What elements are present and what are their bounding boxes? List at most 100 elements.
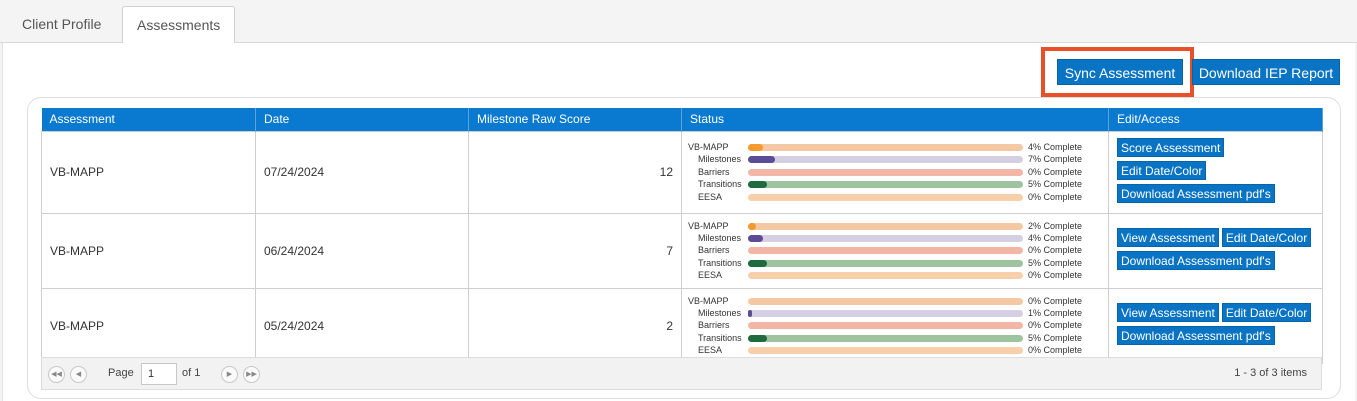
header-assessment[interactable]: Assessment	[41, 108, 256, 131]
download-assessment-pdfs-button[interactable]: Download Assessment pdf's	[1117, 325, 1275, 345]
next-page-icon[interactable]: ▶	[221, 366, 238, 383]
status-label: Transitions	[698, 332, 742, 343]
header-date[interactable]: Date	[255, 108, 469, 131]
assessment-cell: VB-MAPP	[41, 287, 256, 364]
progress-track	[748, 234, 1023, 242]
status-percent: 4% Complete	[1028, 232, 1083, 243]
status-row: Barriers 0% Complete	[688, 319, 1102, 331]
status-label: VB-MAPP	[688, 142, 729, 153]
status-label: VB-MAPP	[688, 220, 729, 231]
tab-assessments[interactable]: Assessments	[122, 6, 235, 44]
score-cell: 12	[468, 130, 682, 214]
prev-page-icon[interactable]: ◀	[70, 366, 87, 383]
header-milestone-raw-score[interactable]: Milestone Raw Score	[468, 108, 682, 131]
status-cell: VB-MAPP 2% Complete Milestones 4% Complete B…	[681, 212, 1109, 289]
score-cell: 2	[468, 287, 682, 364]
status-row: Milestones 4% Complete	[688, 232, 1102, 244]
header-status[interactable]: Status	[681, 108, 1109, 131]
actions-cell: View Assessment Edit Date/Color Download A…	[1108, 212, 1323, 289]
assessments-table: Assessment Date Milestone Raw Score Stat…	[41, 108, 1323, 364]
status-label: Transitions	[698, 179, 742, 190]
progress-track	[748, 322, 1023, 330]
progress-track	[748, 222, 1023, 230]
status-cell: VB-MAPP 0% Complete Milestones 1% Complete B…	[681, 287, 1109, 364]
status-label: EESA	[698, 191, 723, 202]
progress-fill	[748, 309, 752, 317]
progress-fill	[748, 156, 775, 164]
tab-bar: Client Profile Assessments	[0, 0, 1357, 44]
status-row: VB-MAPP 2% Complete	[688, 220, 1102, 232]
edit-date-color-button[interactable]: Edit Date/Color	[1117, 160, 1207, 180]
status-percent: 1% Complete	[1028, 307, 1083, 318]
status-label: EESA	[698, 345, 723, 356]
status-percent: 0% Complete	[1028, 320, 1083, 331]
status-percent: 5% Complete	[1028, 257, 1083, 268]
status-percent: 0% Complete	[1028, 191, 1083, 202]
last-page-icon[interactable]: ▶▶	[243, 366, 260, 383]
progress-fill	[748, 144, 764, 152]
status-cell: VB-MAPP 4% Complete Milestones 7% Complete B…	[681, 130, 1109, 214]
progress-track	[748, 168, 1023, 176]
status-percent: 5% Complete	[1028, 332, 1083, 343]
progress-track	[748, 259, 1023, 267]
page-number-input[interactable]: 1	[141, 363, 177, 385]
progress-track	[748, 272, 1023, 280]
status-label: Barriers	[698, 166, 730, 177]
status-label: Milestones	[698, 154, 742, 165]
progress-track	[748, 297, 1023, 305]
score-view-assessment-button[interactable]: Score Assessment	[1117, 137, 1225, 157]
pager: ◀◀ ◀ Page 1 of 1 ▶ ▶▶ 1 - 3 of 3 items	[41, 357, 1322, 390]
actions-cell: Score Assessment Edit Date/Color Download …	[1108, 130, 1323, 214]
status-percent: 0% Complete	[1028, 245, 1083, 256]
sync-assessment-button[interactable]: Sync Assessment	[1057, 59, 1183, 85]
header-edit-access[interactable]: Edit/Access	[1108, 108, 1323, 131]
first-page-icon[interactable]: ◀◀	[48, 366, 65, 383]
score-view-assessment-button[interactable]: View Assessment	[1117, 227, 1219, 247]
download-iep-report-button[interactable]: Download IEP Report	[1192, 59, 1340, 85]
status-label: Transitions	[698, 257, 742, 268]
page-of-label: of 1	[182, 367, 201, 379]
status-row: Transitions 5% Complete	[688, 257, 1102, 269]
status-row: Barriers 0% Complete	[688, 166, 1102, 178]
table-row: VB-MAPP 06/24/2024 7 VB-MAPP 2% Complete Mile…	[41, 212, 1323, 289]
page-label: Page	[108, 367, 134, 379]
score-cell: 7	[468, 212, 682, 289]
status-row: EESA 0% Complete	[688, 344, 1102, 356]
progress-track	[748, 144, 1023, 152]
status-label: Barriers	[698, 245, 730, 256]
items-count: 1 - 3 of 3 items	[1234, 367, 1307, 379]
status-percent: 5% Complete	[1028, 179, 1083, 190]
status-percent: 0% Complete	[1028, 345, 1083, 356]
status-label: VB-MAPP	[688, 295, 729, 306]
status-row: Milestones 7% Complete	[688, 153, 1102, 165]
progress-track	[748, 247, 1023, 255]
status-percent: 2% Complete	[1028, 220, 1083, 231]
status-row: VB-MAPP 0% Complete	[688, 295, 1102, 307]
date-cell: 07/24/2024	[255, 130, 469, 214]
progress-fill	[748, 222, 756, 230]
assessment-cell: VB-MAPP	[41, 130, 256, 214]
status-label: EESA	[698, 270, 723, 281]
tab-client-profile[interactable]: Client Profile	[22, 16, 102, 32]
status-label: Milestones	[698, 232, 742, 243]
date-cell: 05/24/2024	[255, 287, 469, 364]
progress-track	[748, 334, 1023, 342]
progress-track	[748, 309, 1023, 317]
table-row: VB-MAPP 05/24/2024 2 VB-MAPP 0% Complete Mile…	[41, 287, 1323, 364]
progress-track	[748, 156, 1023, 164]
actions-cell: View Assessment Edit Date/Color Download A…	[1108, 287, 1323, 364]
edit-date-color-button[interactable]: Edit Date/Color	[1221, 302, 1312, 322]
status-percent: 0% Complete	[1028, 295, 1083, 306]
progress-track	[748, 193, 1023, 201]
progress-track	[748, 347, 1023, 355]
download-assessment-pdfs-button[interactable]: Download Assessment pdf's	[1117, 183, 1275, 203]
table-row: VB-MAPP 07/24/2024 12 VB-MAPP 4% Complete Mil…	[41, 130, 1323, 214]
status-row: Milestones 1% Complete	[688, 307, 1102, 319]
status-label: Milestones	[698, 307, 742, 318]
download-assessment-pdfs-button[interactable]: Download Assessment pdf's	[1117, 250, 1275, 270]
progress-track	[748, 181, 1023, 189]
edit-date-color-button[interactable]: Edit Date/Color	[1221, 227, 1312, 247]
status-percent: 7% Complete	[1028, 154, 1083, 165]
score-view-assessment-button[interactable]: View Assessment	[1117, 302, 1219, 322]
progress-fill	[748, 334, 768, 342]
